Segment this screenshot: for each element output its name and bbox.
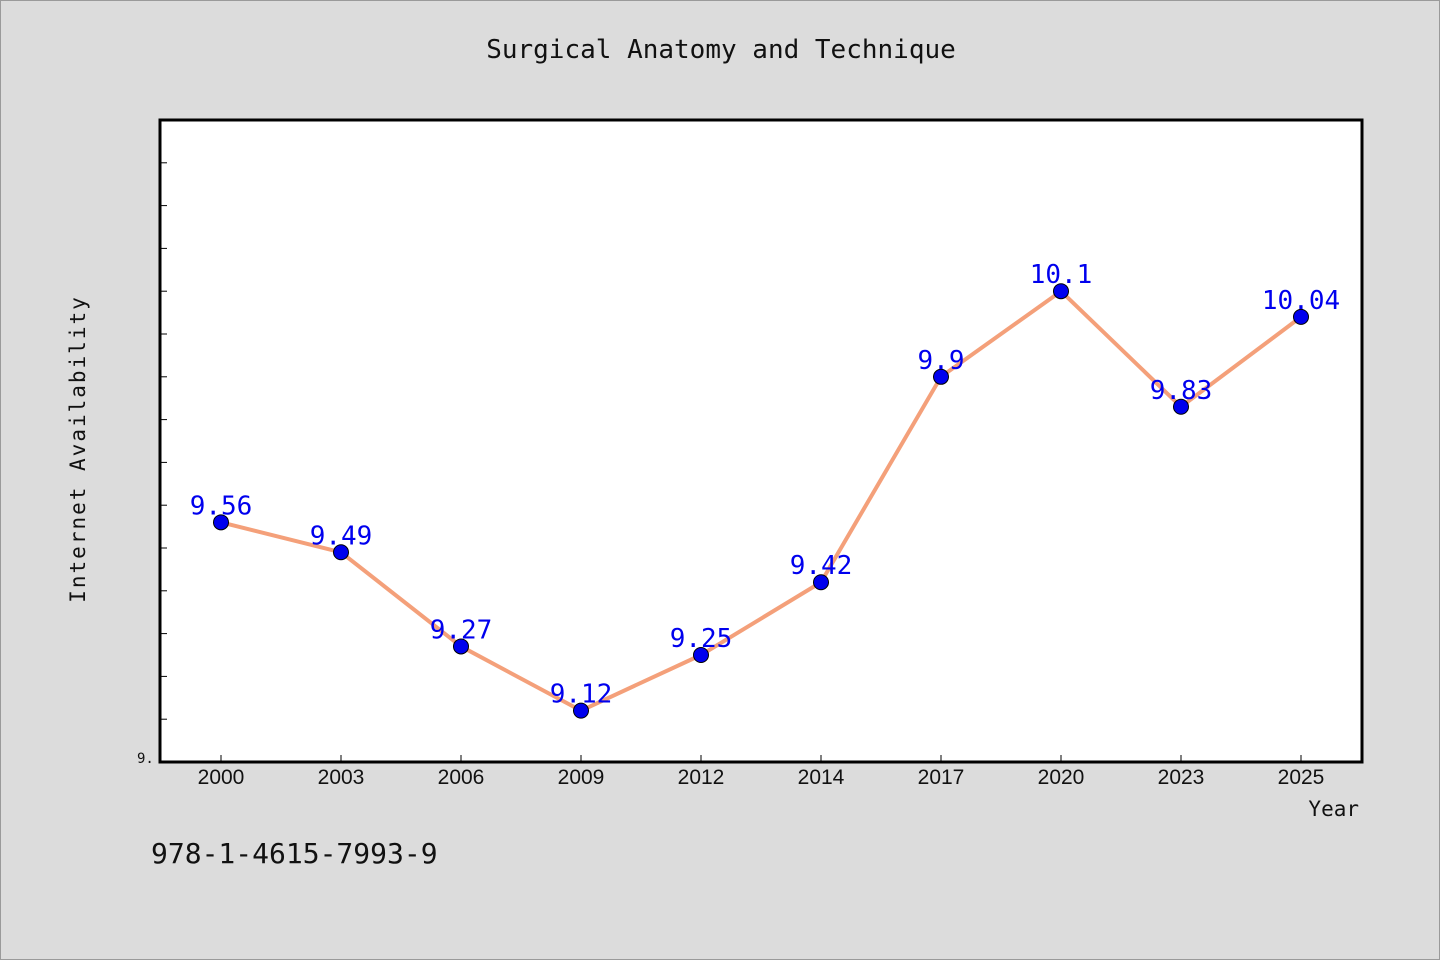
series-group: 9.56 9.49 9.27 9.12 9.25 9.42 9.9 10.1 9.83 10.04 [190,260,1340,719]
chart-title: Surgical Anatomy and Technique [486,35,956,65]
x-axis-ticks: 2000 2003 2006 2009 2012 2014 2017 2020 2023 2025 [198,755,1325,789]
x-axis-label: Year [1308,797,1359,821]
data-label: 9.42 [790,551,853,581]
data-point [453,638,469,655]
x-tick-label: 2006 [438,766,485,789]
data-label: 10.04 [1262,286,1340,316]
x-tick-label: 2025 [1278,766,1325,789]
data-label: 9.56 [190,491,253,521]
data-label: 10.1 [1030,260,1093,290]
data-point [933,368,949,385]
x-tick-label: 2014 [798,766,845,789]
data-label: 9.9 [918,346,965,376]
data-point [1053,283,1069,300]
data-point [693,647,709,663]
x-tick-label: 2009 [558,766,605,789]
data-point [333,544,349,561]
data-point [573,702,589,719]
series-line [220,289,1303,713]
data-point [813,574,829,591]
data-point [1173,398,1189,415]
data-label: 9.83 [1150,376,1213,406]
x-tick-label: 2012 [678,766,725,789]
data-label: 9.27 [430,615,493,645]
y-axis-label: Internet Availability [66,295,90,603]
x-tick-label: 2023 [1158,766,1205,789]
x-tick-label: 2003 [318,766,365,789]
y-tick-label: 9. [137,751,154,767]
plot-area [158,118,1364,764]
x-tick-label: 2017 [918,766,965,789]
y-axis-ticks [160,162,167,720]
data-point [1293,308,1309,325]
data-label: 9.25 [670,624,733,654]
isbn-text: 978-1-4615-7993-9 [151,837,438,870]
data-point [213,514,229,531]
x-tick-label: 2020 [1038,766,1085,789]
x-tick-label: 2000 [198,766,245,789]
data-label: 9.12 [550,680,613,710]
data-label: 9.49 [310,521,373,551]
